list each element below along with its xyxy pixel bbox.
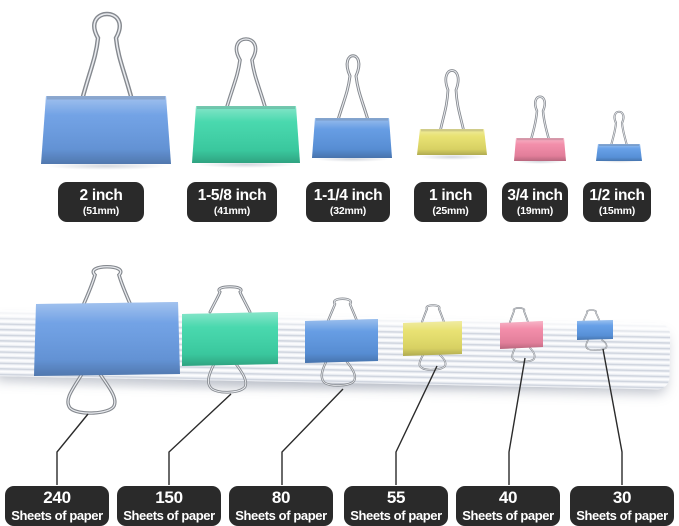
size-label-text: 1-1/4 inch	[313, 186, 383, 204]
binder-clip-1-1-4inch	[312, 54, 392, 158]
clamped-clip-1-2inch	[577, 309, 613, 351]
capacity-caption: Sheets of paper	[576, 507, 668, 523]
clip-mouth	[197, 106, 295, 109]
clip-mouth	[47, 96, 165, 100]
clip-mouth	[316, 118, 388, 121]
clip-body-shine	[182, 312, 278, 366]
clip-handle-highlight	[421, 304, 445, 323]
clip-bottom-loop-highlight	[321, 361, 356, 386]
clip-body-shine	[192, 106, 300, 163]
clamped-clip-1-1-4inch	[305, 297, 378, 387]
clip-shadow	[196, 161, 296, 168]
clip-handle-highlight	[509, 307, 529, 323]
capacity-label-30: 30 Sheets of paper	[570, 486, 674, 526]
clip-handle-highlight	[530, 96, 550, 141]
capacity-caption: Sheets of paper	[462, 507, 554, 523]
clamped-clip-1-5-8inch	[182, 285, 278, 394]
binder-clip-2inch	[41, 11, 171, 164]
size-label-mm: (19mm)	[516, 204, 554, 217]
leader-line-150	[168, 393, 232, 485]
capacity-label-55: 55 Sheets of paper	[344, 486, 448, 526]
clip-body-shine	[417, 129, 487, 155]
clip-body-shine	[403, 321, 462, 356]
size-label-mm: (51mm)	[82, 204, 120, 217]
size-label-text: 1/2 inch	[589, 186, 645, 204]
clip-shadow	[45, 162, 167, 170]
clip-mouth	[421, 129, 483, 132]
size-label-1inch: 1 inch (25mm)	[414, 182, 487, 222]
size-label-text: 2 inch	[79, 186, 123, 204]
clip-shadow	[314, 156, 390, 162]
clip-mouth	[599, 144, 639, 146]
clip-shadow	[516, 159, 564, 164]
capacity-count: 80	[271, 488, 291, 508]
clip-bottom-loop-highlight	[207, 363, 247, 393]
clip-body-shine	[514, 138, 566, 161]
capacity-count: 30	[612, 488, 632, 508]
leader-line-30	[602, 348, 623, 485]
clip-body-shine	[500, 321, 543, 349]
clamped-clip-3-4inch	[500, 307, 543, 363]
clip-handle-highlight	[327, 298, 358, 322]
leader-line-240	[56, 413, 89, 485]
clip-bottom-loop-highlight	[585, 339, 607, 351]
size-label-2inch: 2 inch (51mm)	[58, 182, 144, 222]
clip-bottom-loop-highlight	[419, 354, 446, 371]
capacity-count: 40	[498, 488, 518, 508]
size-label-1-2inch: 1/2 inch (15mm)	[583, 182, 651, 222]
capacity-count: 240	[43, 488, 71, 508]
size-label-1-1-4inch: 1-1/4 inch (32mm)	[306, 182, 390, 222]
size-label-text: 1-5/8 inch	[197, 186, 267, 204]
clamped-clip-2inch	[34, 265, 180, 415]
binder-clip-1-2inch	[596, 110, 642, 161]
capacity-label-80: 80 Sheets of paper	[229, 486, 333, 526]
capacity-label-240: 240 Sheets of paper	[5, 486, 109, 526]
clip-body-shine	[596, 144, 642, 161]
size-label-3-4inch: 3/4 inch (19mm)	[502, 182, 568, 222]
clip-body-shine	[41, 96, 171, 164]
binder-clip-1-5-8inch	[192, 37, 300, 163]
clip-handle-highlight	[610, 111, 628, 147]
clip-handle-highlight	[439, 70, 465, 133]
clip-body-shine	[577, 320, 613, 340]
binder-clip-3-4inch	[514, 95, 566, 161]
capacity-label-40: 40 Sheets of paper	[456, 486, 560, 526]
clamped-clip-1inch	[403, 304, 462, 371]
size-label-mm: (32mm)	[329, 204, 367, 217]
size-label-text: 3/4 inch	[507, 186, 563, 204]
size-label-mm: (15mm)	[598, 204, 636, 217]
clip-handle-highlight	[209, 286, 251, 313]
capacity-count: 150	[155, 488, 183, 508]
binder-clip-1inch	[417, 69, 487, 155]
clip-body-shine	[305, 319, 378, 363]
clip-bottom-loop-highlight	[67, 373, 116, 414]
leader-line-80	[281, 388, 344, 485]
clip-handle-highlight	[225, 38, 267, 111]
capacity-label-150: 150 Sheets of paper	[117, 486, 221, 526]
capacity-count: 55	[386, 488, 406, 508]
clip-handle-highlight	[582, 309, 601, 323]
clip-handle-highlight	[81, 13, 133, 101]
capacity-caption: Sheets of paper	[235, 507, 327, 523]
clip-handle-highlight	[337, 55, 369, 121]
clip-body-shine	[312, 118, 392, 158]
clip-body-shine	[34, 302, 180, 376]
clip-shadow	[419, 154, 485, 160]
clip-handle-highlight	[81, 266, 133, 309]
capacity-caption: Sheets of paper	[123, 507, 215, 523]
size-label-mm: (41mm)	[213, 204, 251, 217]
size-label-text: 1 inch	[429, 186, 472, 204]
leader-line-40	[508, 357, 526, 485]
capacity-caption: Sheets of paper	[11, 507, 103, 523]
capacity-caption: Sheets of paper	[350, 507, 442, 523]
size-label-mm: (25mm)	[432, 204, 469, 217]
size-label-1-5-8inch: 1-5/8 inch (41mm)	[187, 182, 277, 222]
clip-mouth	[517, 138, 563, 141]
leader-line-55	[395, 365, 438, 485]
